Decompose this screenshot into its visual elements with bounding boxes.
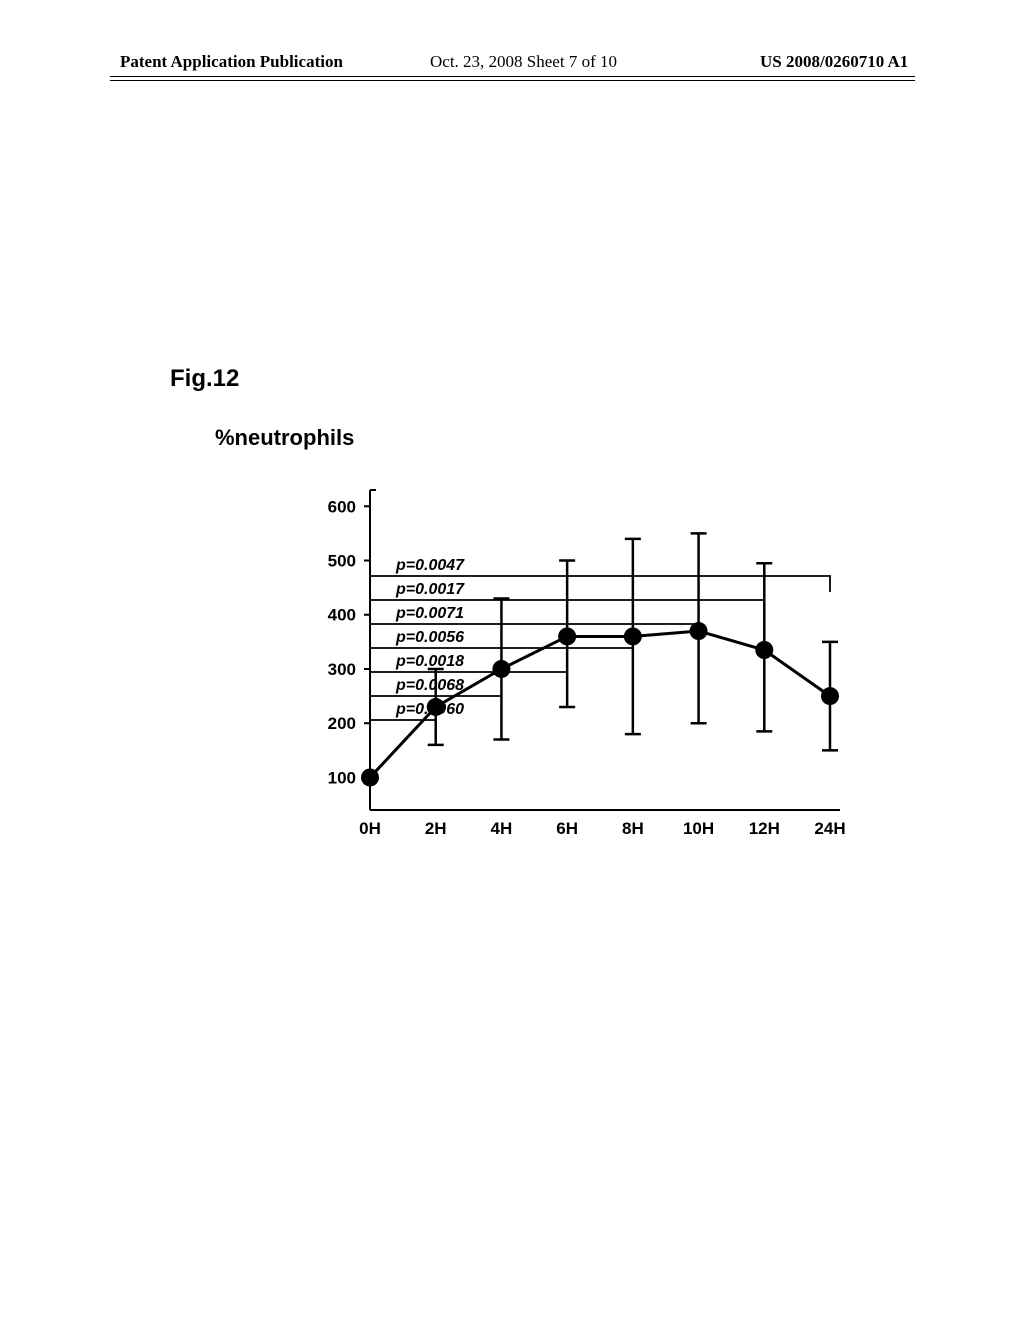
p-value-label: p=0.0068 [395,677,464,694]
x-tick-label: 24H [814,819,845,838]
data-marker [492,660,510,678]
x-tick-label: 12H [749,819,780,838]
x-tick-label: 4H [491,819,513,838]
x-tick-label: 2H [425,819,447,838]
y-axis-label: %neutrophils [215,425,354,450]
header-left-text: Patent Application Publication [120,52,343,72]
chart-container: p=0.0060p=0.0068p=0.0018p=0.0056p=0.0071… [170,380,870,850]
header-center-text: Oct. 23, 2008 Sheet 7 of 10 [430,52,617,72]
header-rule-thick [110,76,915,77]
y-tick-label: 300 [328,660,356,679]
x-tick-label: 6H [556,819,578,838]
p-value-label: p=0.0071 [395,605,464,622]
y-tick-label: 500 [328,552,356,571]
data-marker [361,768,379,786]
p-value-label: p=0.0017 [395,581,465,598]
y-tick-label: 200 [328,714,356,733]
y-tick-label: 400 [328,606,356,625]
x-tick-label: 8H [622,819,644,838]
p-value-label: p=0.0056 [395,629,464,646]
data-marker [624,627,642,645]
chart-svg: p=0.0060p=0.0068p=0.0018p=0.0056p=0.0071… [170,380,870,850]
x-tick-label: 10H [683,819,714,838]
p-value-label: p=0.0018 [395,653,464,670]
data-marker [690,622,708,640]
header-rule-thin [110,80,915,81]
header-right-text: US 2008/0260710 A1 [760,52,908,72]
y-tick-label: 100 [328,768,356,787]
y-tick-label: 600 [328,497,356,516]
data-marker [427,698,445,716]
p-value-label: p=0.0047 [395,557,465,574]
p-bracket [370,720,436,736]
x-tick-label: 0H [359,819,381,838]
data-marker [558,627,576,645]
data-marker [755,641,773,659]
data-marker [821,687,839,705]
